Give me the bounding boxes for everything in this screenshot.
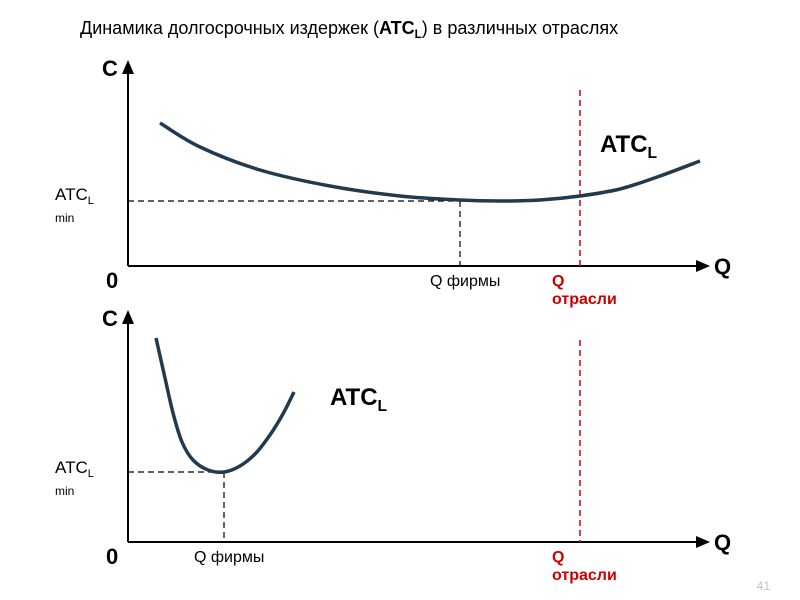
- chart-bottom: C Q 0 ATCL ATCL min Q фирмы Q отрасли: [55, 306, 731, 584]
- x-axis-label: Q: [714, 254, 731, 279]
- q-industry-label-2: отрасли: [552, 291, 617, 308]
- x-axis-arrow-icon: [696, 536, 710, 548]
- y-axis-arrow-icon: [122, 60, 134, 74]
- q-industry-label-1: Q: [552, 273, 564, 290]
- curve-label: ATCL: [330, 384, 388, 415]
- atc-min-sublabel: min: [55, 211, 74, 225]
- atc-curve: [156, 338, 294, 472]
- chart-top: C Q 0 ATCL ATCL min Q фирмы Q отрасли: [55, 56, 731, 308]
- x-axis-arrow-icon: [696, 260, 710, 272]
- atc-min-label: ATCL: [55, 458, 94, 480]
- economics-chart-canvas: Динамика долгосрочных издержек (ATCL) в …: [0, 0, 800, 600]
- q-industry-label-2: отрасли: [552, 567, 617, 584]
- origin-label: 0: [106, 268, 118, 293]
- q-firm-label: Q фирмы: [430, 273, 500, 290]
- atc-min-label: ATCL: [55, 185, 94, 207]
- x-axis-label: Q: [714, 530, 731, 555]
- y-axis-label: C: [102, 306, 118, 331]
- curve-label: ATCL: [600, 131, 658, 162]
- chart-title: Динамика долгосрочных издержек (ATCL) в …: [80, 18, 618, 41]
- y-axis-arrow-icon: [122, 310, 134, 324]
- page-number: 41: [757, 579, 771, 593]
- q-firm-label: Q фирмы: [194, 549, 264, 566]
- q-industry-label-1: Q: [552, 549, 564, 566]
- origin-label: 0: [106, 544, 118, 569]
- y-axis-label: C: [102, 56, 118, 81]
- atc-min-sublabel: min: [55, 484, 74, 498]
